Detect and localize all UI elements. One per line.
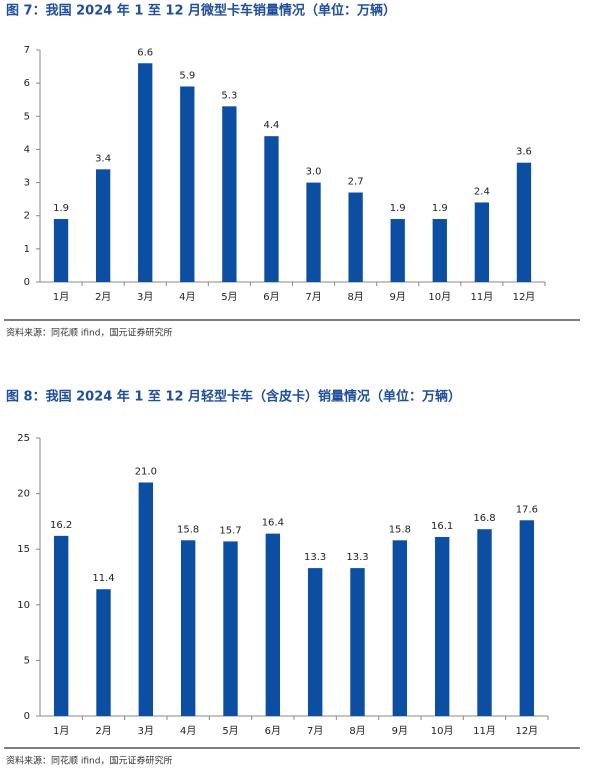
- value-label: 15.7: [219, 525, 241, 536]
- y-tick-label: 5: [24, 111, 30, 122]
- x-tick-label: 4月: [180, 725, 196, 737]
- value-label: 11.4: [92, 573, 114, 584]
- bar: [53, 535, 69, 716]
- bar: [95, 169, 111, 282]
- bar: [519, 520, 535, 716]
- value-label: 16.1: [431, 521, 453, 532]
- value-label: 13.3: [304, 552, 326, 563]
- x-tick-label: 7月: [305, 291, 321, 303]
- bar: [138, 63, 153, 282]
- bar: [474, 202, 490, 282]
- x-tick-label: 2月: [95, 725, 111, 737]
- value-label: 1.9: [390, 203, 406, 214]
- x-tick-label: 11月: [471, 291, 494, 303]
- value-label: 17.6: [516, 504, 538, 515]
- x-tick-label: 1月: [53, 291, 69, 303]
- x-tick-label: 7月: [307, 725, 323, 737]
- value-label: 16.2: [50, 520, 72, 531]
- value-label: 15.8: [389, 524, 411, 535]
- value-label: 16.8: [473, 513, 495, 524]
- value-label: 3.0: [306, 167, 322, 178]
- y-tick-label: 2: [24, 211, 30, 222]
- value-label: 5.9: [179, 70, 195, 81]
- bar: [392, 540, 408, 716]
- bar: [264, 136, 279, 282]
- bar: [138, 482, 154, 716]
- value-label: 2.7: [348, 177, 364, 188]
- x-tick-label: 1月: [53, 725, 69, 737]
- y-tick-label: 1: [24, 244, 30, 255]
- bar: [223, 541, 238, 716]
- source: 资料来源：同花顺 ifind，国元证券研究所: [6, 755, 172, 767]
- x-tick-label: 5月: [221, 291, 237, 303]
- bar: [180, 540, 196, 716]
- x-tick-label: 9月: [390, 291, 406, 303]
- value-label: 4.4: [264, 120, 280, 131]
- y-tick-label: 0: [24, 711, 30, 722]
- value-label: 3.6: [516, 147, 532, 158]
- y-tick-label: 25: [17, 433, 30, 444]
- value-label: 15.8: [177, 524, 199, 535]
- x-tick-label: 9月: [392, 725, 408, 737]
- y-tick-label: 7: [24, 45, 30, 56]
- value-label: 6.6: [137, 47, 153, 58]
- bar: [53, 219, 69, 282]
- source: 资料来源：同花顺 ifind，国元证券研究所: [6, 327, 172, 339]
- bar: [477, 529, 492, 716]
- y-tick-label: 0: [24, 277, 30, 288]
- y-tick-label: 20: [17, 489, 30, 500]
- x-tick-label: 4月: [179, 291, 195, 303]
- bar: [222, 106, 237, 282]
- x-tick-label: 12月: [513, 291, 536, 303]
- value-label: 13.3: [346, 552, 368, 563]
- value-label: 16.4: [262, 518, 284, 529]
- x-tick-label: 5月: [222, 725, 238, 737]
- x-tick-label: 6月: [265, 725, 281, 737]
- bar: [306, 182, 321, 282]
- value-label: 5.3: [221, 90, 237, 101]
- x-tick-label: 10月: [431, 725, 454, 737]
- x-tick-label: 6月: [263, 291, 279, 303]
- x-tick-label: 3月: [137, 291, 153, 303]
- bar: [180, 86, 195, 282]
- value-label: 2.4: [474, 186, 490, 197]
- bar: [390, 219, 405, 282]
- x-tick-label: 12月: [515, 725, 538, 737]
- bar: [265, 533, 281, 716]
- x-tick-label: 2月: [95, 291, 111, 303]
- bar: [307, 568, 323, 716]
- x-tick-label: 11月: [473, 725, 496, 737]
- x-tick-label: 8月: [347, 291, 363, 303]
- value-label: 1.9: [432, 203, 448, 214]
- chart-title: 图 8：我国 2024 年 1 至 12 月轻型卡车（含皮卡）销量情况（单位：万…: [6, 389, 461, 405]
- bar: [350, 568, 365, 716]
- y-tick-label: 3: [24, 178, 30, 189]
- value-label: 3.4: [95, 153, 111, 164]
- y-tick-label: 10: [17, 600, 30, 611]
- y-tick-label: 15: [17, 544, 30, 555]
- value-label: 21.0: [135, 466, 157, 477]
- y-tick-label: 6: [24, 78, 30, 89]
- y-tick-label: 4: [24, 144, 30, 155]
- x-tick-label: 10月: [428, 291, 451, 303]
- bar: [96, 589, 111, 716]
- y-tick-label: 5: [24, 655, 30, 666]
- x-tick-label: 8月: [349, 725, 365, 737]
- value-label: 1.9: [53, 203, 69, 214]
- bar: [432, 219, 447, 282]
- chart-title: 图 7：我国 2024 年 1 至 12 月微型卡车销量情况（单位：万辆）: [6, 3, 396, 19]
- bar: [348, 192, 363, 282]
- x-tick-label: 3月: [138, 725, 154, 737]
- bar: [516, 162, 532, 282]
- bar: [434, 536, 450, 716]
